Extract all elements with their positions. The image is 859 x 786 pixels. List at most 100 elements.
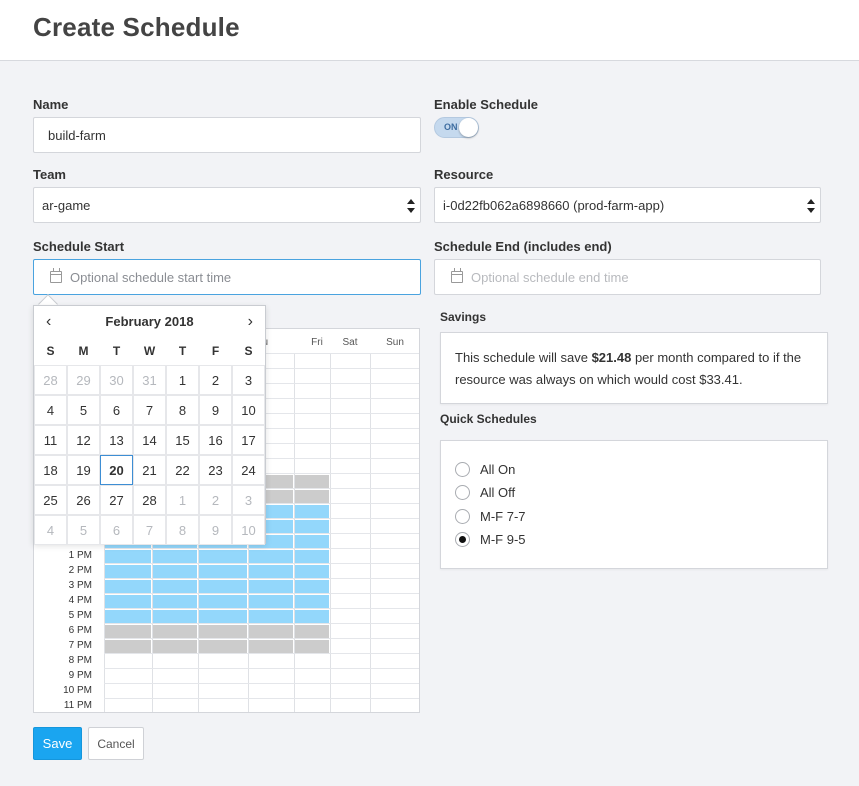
grid-cell-active[interactable] bbox=[249, 565, 293, 578]
grid-cell-active[interactable] bbox=[153, 610, 197, 623]
grid-cell-active[interactable] bbox=[295, 610, 329, 623]
calendar-day[interactable]: 7 bbox=[133, 395, 166, 425]
calendar-day[interactable]: 22 bbox=[166, 455, 199, 485]
team-select[interactable]: ar-game bbox=[33, 187, 421, 223]
calendar-day[interactable]: 7 bbox=[133, 515, 166, 545]
radio-unchecked-icon[interactable] bbox=[455, 485, 470, 500]
calendar-day[interactable]: 18 bbox=[34, 455, 67, 485]
grid-cell-inactive[interactable] bbox=[199, 625, 247, 638]
grid-cell-active[interactable] bbox=[295, 550, 329, 563]
grid-cell-inactive[interactable] bbox=[153, 625, 197, 638]
quick-schedule-option[interactable]: All Off bbox=[455, 485, 515, 500]
calendar-day[interactable]: 15 bbox=[166, 425, 199, 455]
calendar-day[interactable]: 28 bbox=[133, 485, 166, 515]
calendar-day[interactable]: 28 bbox=[34, 365, 67, 395]
save-button[interactable]: Save bbox=[33, 727, 82, 760]
calendar-day[interactable]: 19 bbox=[67, 455, 100, 485]
grid-cell-active[interactable] bbox=[295, 595, 329, 608]
calendar-day[interactable]: 27 bbox=[100, 485, 133, 515]
grid-cell-active[interactable] bbox=[105, 610, 151, 623]
quick-schedule-option[interactable]: M-F 9-5 bbox=[455, 532, 526, 547]
grid-cell-active[interactable] bbox=[295, 505, 329, 518]
grid-cell-active[interactable] bbox=[153, 550, 197, 563]
grid-cell-active[interactable] bbox=[105, 565, 151, 578]
calendar-day[interactable]: 24 bbox=[232, 455, 265, 485]
grid-cell-inactive[interactable] bbox=[295, 490, 329, 503]
grid-cell-active[interactable] bbox=[153, 595, 197, 608]
calendar-day[interactable]: 25 bbox=[34, 485, 67, 515]
grid-cell-active[interactable] bbox=[199, 580, 247, 593]
grid-cell-active[interactable] bbox=[295, 535, 329, 548]
grid-cell-active[interactable] bbox=[295, 580, 329, 593]
grid-cell-active[interactable] bbox=[153, 580, 197, 593]
calendar-day[interactable]: 8 bbox=[166, 515, 199, 545]
calendar-day[interactable]: 1 bbox=[166, 485, 199, 515]
quick-schedule-option[interactable]: M-F 7-7 bbox=[455, 509, 526, 524]
grid-cell-active[interactable] bbox=[249, 610, 293, 623]
calendar-day[interactable]: 4 bbox=[34, 515, 67, 545]
calendar-day[interactable]: 9 bbox=[199, 515, 232, 545]
grid-cell-active[interactable] bbox=[295, 565, 329, 578]
grid-cell-inactive[interactable] bbox=[295, 625, 329, 638]
grid-cell-active[interactable] bbox=[295, 520, 329, 533]
grid-cell-inactive[interactable] bbox=[249, 640, 293, 653]
calendar-day[interactable]: 5 bbox=[67, 515, 100, 545]
prev-month-button[interactable]: ‹ bbox=[46, 313, 52, 330]
radio-unchecked-icon[interactable] bbox=[455, 509, 470, 524]
grid-cell-inactive[interactable] bbox=[153, 640, 197, 653]
grid-cell-active[interactable] bbox=[199, 610, 247, 623]
calendar-day[interactable]: 31 bbox=[133, 365, 166, 395]
grid-cell-inactive[interactable] bbox=[249, 625, 293, 638]
quick-schedule-option[interactable]: All On bbox=[455, 462, 515, 477]
calendar-day[interactable]: 3 bbox=[232, 365, 265, 395]
grid-cell-inactive[interactable] bbox=[295, 640, 329, 653]
name-input[interactable]: build-farm bbox=[33, 117, 421, 153]
radio-unchecked-icon[interactable] bbox=[455, 462, 470, 477]
schedule-start-input[interactable]: Optional schedule start time bbox=[33, 259, 421, 295]
calendar-day[interactable]: 3 bbox=[232, 485, 265, 515]
calendar-day[interactable]: 1 bbox=[166, 365, 199, 395]
calendar-day[interactable]: 14 bbox=[133, 425, 166, 455]
calendar-day[interactable]: 8 bbox=[166, 395, 199, 425]
cancel-button[interactable]: Cancel bbox=[88, 727, 144, 760]
calendar-day[interactable]: 29 bbox=[67, 365, 100, 395]
grid-cell-active[interactable] bbox=[249, 550, 293, 563]
grid-cell-inactive[interactable] bbox=[105, 625, 151, 638]
calendar-day[interactable]: 12 bbox=[67, 425, 100, 455]
grid-cell-active[interactable] bbox=[249, 580, 293, 593]
calendar-day[interactable]: 23 bbox=[199, 455, 232, 485]
calendar-day[interactable]: 16 bbox=[199, 425, 232, 455]
calendar-day[interactable]: 26 bbox=[67, 485, 100, 515]
calendar-day[interactable]: 20 bbox=[100, 455, 133, 485]
schedule-end-input[interactable]: Optional schedule end time bbox=[434, 259, 821, 295]
calendar-day[interactable]: 13 bbox=[100, 425, 133, 455]
calendar-day[interactable]: 6 bbox=[100, 515, 133, 545]
calendar-day[interactable]: 17 bbox=[232, 425, 265, 455]
calendar-day[interactable]: 2 bbox=[199, 365, 232, 395]
calendar-day[interactable]: 2 bbox=[199, 485, 232, 515]
resource-select[interactable]: i-0d22fb062a6898660 (prod-farm-app) bbox=[434, 187, 821, 223]
calendar-day[interactable]: 30 bbox=[100, 365, 133, 395]
grid-cell-active[interactable] bbox=[199, 595, 247, 608]
grid-cell-active[interactable] bbox=[105, 595, 151, 608]
calendar-day[interactable]: 9 bbox=[199, 395, 232, 425]
radio-checked-icon[interactable] bbox=[455, 532, 470, 547]
grid-cell-active[interactable] bbox=[199, 565, 247, 578]
calendar-day[interactable]: 10 bbox=[232, 395, 265, 425]
calendar-day[interactable]: 4 bbox=[34, 395, 67, 425]
calendar-day[interactable]: 11 bbox=[34, 425, 67, 455]
enable-schedule-toggle[interactable]: ON bbox=[434, 117, 479, 138]
grid-cell-active[interactable] bbox=[249, 595, 293, 608]
grid-cell-active[interactable] bbox=[153, 565, 197, 578]
calendar-day[interactable]: 10 bbox=[232, 515, 265, 545]
grid-cell-active[interactable] bbox=[199, 550, 247, 563]
grid-cell-inactive[interactable] bbox=[199, 640, 247, 653]
calendar-day[interactable]: 6 bbox=[100, 395, 133, 425]
grid-cell-active[interactable] bbox=[105, 550, 151, 563]
grid-cell-inactive[interactable] bbox=[105, 640, 151, 653]
next-month-button[interactable]: › bbox=[247, 313, 253, 330]
calendar-day[interactable]: 5 bbox=[67, 395, 100, 425]
grid-cell-active[interactable] bbox=[105, 580, 151, 593]
grid-cell-inactive[interactable] bbox=[295, 475, 329, 488]
calendar-day[interactable]: 21 bbox=[133, 455, 166, 485]
